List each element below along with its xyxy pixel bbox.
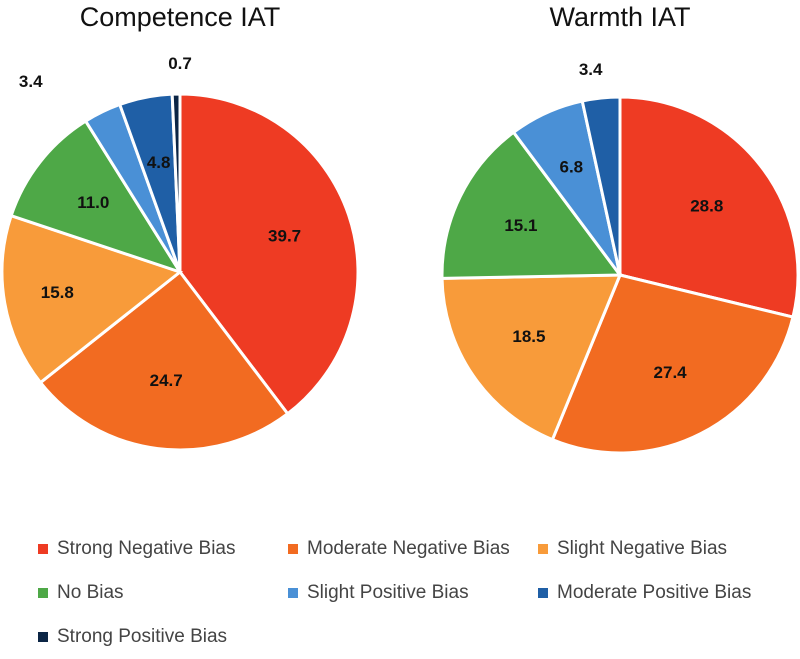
competence-data-label: 4.8	[147, 153, 171, 172]
legend-swatch	[288, 544, 298, 554]
legend-swatch	[288, 588, 298, 598]
legend-label: No Bias	[57, 582, 124, 603]
competence-data-label: 3.4	[19, 72, 43, 91]
warmth-slice-moderate-positive-bias	[580, 95, 622, 276]
competence-data-label: 0.7	[168, 54, 192, 73]
competence-slice-moderate-negative-bias	[38, 269, 290, 452]
competence-data-label: 15.8	[41, 283, 74, 302]
competence-data-label: 24.7	[150, 371, 183, 390]
legend-label: Strong Negative Bias	[57, 538, 236, 559]
legend-label: Moderate Negative Bias	[307, 538, 510, 559]
legend-label: Slight Negative Bias	[557, 538, 728, 559]
legend-label: Moderate Positive Bias	[557, 582, 752, 603]
competence-slice-strong-positive-bias	[170, 92, 182, 273]
legend-item-moderate-negative: Moderate Negative Bias	[288, 538, 538, 560]
legend-item-slight-positive: Slight Positive Bias	[288, 582, 538, 604]
competence-chart-title: Competence IAT	[79, 2, 281, 32]
warmth-data-label: 28.8	[690, 196, 723, 215]
legend-swatch	[538, 588, 548, 598]
legend-label: Strong Positive Bias	[57, 626, 228, 647]
competence-data-label: 11.0	[77, 193, 109, 212]
legend-item-no-bias: No Bias	[38, 582, 288, 604]
legend-swatch	[538, 544, 548, 554]
legend-item-strong-negative: Strong Negative Bias	[38, 538, 288, 560]
chart-legend: Strong Negative Bias Moderate Negative B…	[38, 527, 798, 659]
legend-item-slight-negative: Slight Negative Bias	[538, 538, 788, 560]
warmth-data-label: 3.4	[579, 60, 603, 79]
warmth-chart-title: Warmth IAT	[549, 2, 691, 32]
legend-label: Slight Positive Bias	[307, 582, 469, 603]
pie-charts-canvas: 39.7 24.7 15.8 11.0 3.4 4.8 0.7 28.8 27.4 18.5 15.…	[0, 54, 800, 455]
competence-data-label: 39.7	[268, 226, 301, 245]
warmth-slice-strong-negative-bias	[618, 95, 800, 319]
legend-item-moderate-positive: Moderate Positive Bias	[538, 582, 788, 604]
legend-swatch	[38, 544, 48, 554]
legend-swatch	[38, 588, 48, 598]
warmth-slice-no-bias	[440, 130, 623, 280]
warmth-data-label: 18.5	[512, 327, 545, 346]
warmth-data-label: 6.8	[559, 158, 583, 177]
competence-slice-strong-negative-bias	[178, 92, 360, 416]
warmth-data-label: 15.1	[504, 216, 537, 235]
warmth-data-label: 27.4	[654, 363, 688, 382]
warmth-slice-moderate-negative-bias	[550, 273, 795, 455]
legend-item-strong-positive: Strong Positive Bias	[38, 626, 288, 648]
competence-slice-no-bias	[9, 118, 184, 275]
warmth-slice-slight-negative-bias	[440, 273, 623, 442]
legend-swatch	[38, 632, 48, 642]
